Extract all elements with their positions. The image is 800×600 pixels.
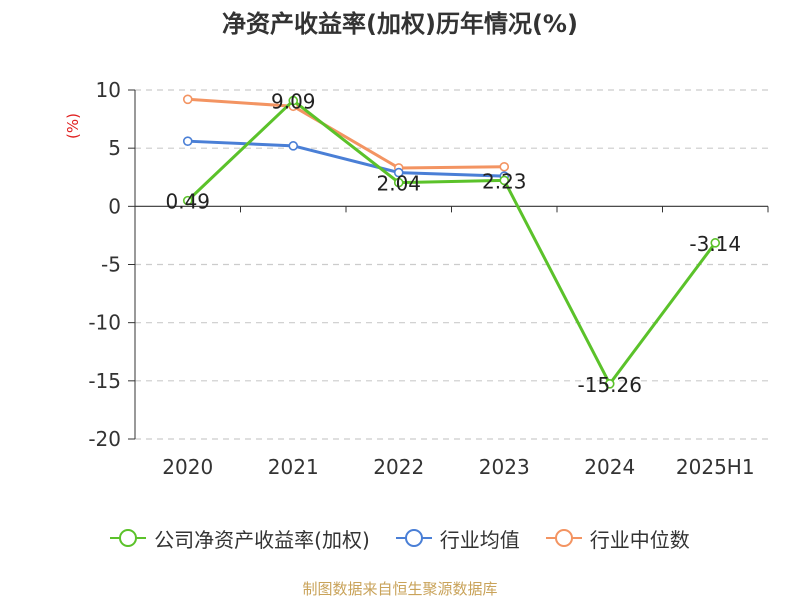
series-point-0	[499, 175, 510, 186]
x-tick-label: 2025H1	[676, 455, 755, 479]
y-tick-label: -15	[88, 369, 121, 393]
data-labels: 0.49 9.09 2.04 2.23 -15.26 -3.14	[165, 90, 741, 397]
legend-marker-icon	[110, 529, 147, 547]
x-tick-label: 2024	[584, 455, 635, 479]
legend-item-1[interactable]: 行业均值	[395, 524, 520, 553]
data-label: 2.23	[482, 169, 527, 193]
data-label: 9.09	[271, 90, 316, 114]
series-line-0	[186, 99, 717, 386]
series-point-1	[182, 136, 193, 146]
legend-marker-icon	[395, 529, 432, 547]
legend-marker-icon	[545, 529, 582, 547]
series-line-2	[187, 97, 505, 170]
legend-item-0[interactable]: 公司净资产收益率(加权)	[110, 524, 370, 553]
y-tick-label: -10	[88, 311, 121, 335]
legend-item-2[interactable]: 行业中位数	[545, 524, 690, 553]
legend-label: 行业中位数	[589, 527, 690, 552]
x-tick-label: 2023	[479, 455, 530, 479]
legend-label: 公司净资产收益率(加权)	[154, 527, 370, 552]
series-lines	[182, 94, 721, 389]
series-point-1	[288, 141, 299, 151]
chart-title: 净资产收益率(加权)历年情况(%)	[222, 10, 578, 38]
legend-marker-circle	[119, 529, 138, 547]
axes: 10 5 0 -5 -10 -15 -20 2020 2021 2022 2023 2024 2025H…	[88, 78, 769, 479]
series-point-0	[182, 195, 193, 206]
series-point-0	[393, 177, 404, 188]
legend: 公司净资产收益率(加权) 行业均值 行业中位数	[0, 518, 800, 558]
y-tick-label: 10	[96, 78, 121, 102]
source-note: 制图数据来自恒生聚源数据库	[302, 580, 498, 598]
data-label: 2.04	[376, 172, 421, 196]
series-point-2	[182, 94, 193, 105]
legend-label: 行业均值	[439, 527, 520, 552]
data-label: -15.26	[578, 373, 642, 397]
y-tick-label: -20	[88, 427, 121, 451]
series-point-0	[604, 379, 615, 389]
y-axis-unit-label: (%)	[64, 113, 82, 139]
series-point-0	[710, 238, 721, 248]
y-tick-label: 5	[108, 136, 121, 160]
series-line-1	[187, 139, 505, 178]
series-point-1	[393, 167, 404, 178]
y-tick-label: 0	[108, 194, 121, 218]
legend-marker-circle	[404, 529, 423, 547]
x-tick-label: 2022	[373, 455, 424, 479]
series-point-0	[288, 95, 299, 106]
series-point-2	[499, 161, 510, 172]
legend-marker-circle	[554, 529, 573, 547]
data-label: -3.14	[689, 232, 741, 256]
data-label: 0.49	[165, 190, 210, 214]
x-tick-label: 2020	[162, 455, 213, 479]
y-tick-label: -5	[101, 253, 121, 277]
x-tick-label: 2021	[268, 455, 319, 479]
